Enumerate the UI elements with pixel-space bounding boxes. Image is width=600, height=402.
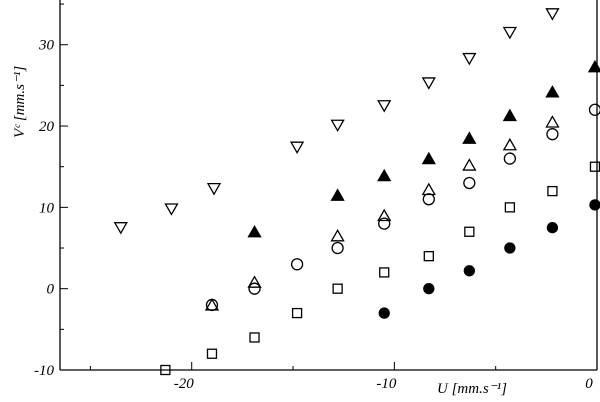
data-point-square-open	[160, 364, 171, 376]
data-point-square-open	[547, 185, 558, 197]
axis-ticks	[60, 3, 598, 371]
y-tick-label: 20	[39, 119, 55, 135]
data-point-triangle-up-filled	[247, 224, 262, 238]
data-point-square-open	[332, 283, 343, 294]
data-point-circle-filled	[423, 283, 435, 295]
data-point-circle-open	[248, 282, 261, 295]
data-point-circle-filled	[378, 307, 390, 319]
y-tick-label: 10	[39, 200, 55, 216]
data-point-triangle-up-filled	[462, 131, 477, 144]
data-point-triangle-down-open	[462, 52, 477, 66]
data-point-circle-open	[205, 298, 219, 312]
data-point-triangle-down-open	[206, 183, 222, 196]
plot-frame	[59, 0, 598, 371]
data-point-triangle-up-open	[545, 115, 560, 128]
data-point-triangle-up-open	[330, 229, 345, 242]
data-point-circle-open	[290, 258, 304, 271]
data-point-triangle-down-open	[545, 8, 560, 21]
data-point-triangle-up-filled	[587, 59, 600, 73]
y-tick-label: 0	[47, 282, 55, 298]
data-point-circle-filled	[463, 265, 475, 277]
data-point-triangle-down-open	[421, 77, 436, 90]
data-point-triangle-up-filled	[421, 151, 436, 165]
data-point-circle-open	[422, 193, 435, 206]
data-point-triangle-up-open	[502, 137, 517, 151]
data-point-square-open	[206, 348, 218, 359]
y-tick-label: -10	[34, 363, 54, 379]
x-tick-label: -10	[376, 376, 396, 392]
data-point-triangle-up-filled	[545, 85, 560, 98]
data-markers	[113, 8, 600, 376]
x-axis-title: U [mm.s⁻¹]	[437, 381, 507, 397]
data-point-circle-filled	[504, 242, 516, 254]
data-point-square-open	[504, 202, 516, 213]
data-point-triangle-up-open	[377, 208, 392, 222]
data-point-triangle-up-filled	[502, 108, 517, 122]
data-point-square-open	[291, 307, 303, 319]
x-tick-label: -20	[174, 376, 194, 392]
data-point-square-open	[379, 267, 390, 278]
data-point-square-open	[249, 332, 260, 343]
data-point-triangle-down-open	[502, 26, 517, 40]
data-point-triangle-up-filled	[330, 188, 345, 201]
data-point-triangle-down-open	[113, 222, 128, 235]
data-point-circle-open	[331, 241, 344, 255]
data-point-circle-open	[546, 128, 559, 141]
y-tick-label: 30	[38, 38, 55, 54]
x-tick-label: 0	[585, 376, 593, 392]
y-axis-title: Vᶜ [mm.s⁻¹]	[12, 66, 28, 138]
data-point-square-open	[464, 226, 475, 237]
data-point-square-open	[589, 161, 600, 172]
data-point-triangle-down-open	[164, 203, 179, 216]
data-point-triangle-up-filled	[377, 168, 392, 182]
data-point-triangle-down-open	[330, 119, 345, 133]
data-point-circle-filled	[546, 222, 559, 234]
data-point-triangle-up-open	[247, 275, 262, 288]
data-point-square-open	[423, 251, 434, 262]
data-point-triangle-up-open	[462, 158, 477, 171]
data-point-circle-open	[463, 176, 476, 190]
data-point-triangle-down-open	[289, 141, 305, 154]
data-point-circle-open	[378, 217, 391, 230]
axis-titles: U [mm.s⁻¹] Vᶜ [mm.s⁻¹]	[12, 66, 507, 397]
data-point-triangle-up-open	[421, 182, 436, 196]
tick-labels: -20 -10 0 -10 0 10 20 30	[34, 38, 593, 392]
data-point-circle-open	[588, 103, 600, 116]
data-point-circle-open	[503, 152, 517, 165]
data-point-circle-filled	[589, 199, 600, 211]
data-point-triangle-down-open	[377, 100, 392, 113]
